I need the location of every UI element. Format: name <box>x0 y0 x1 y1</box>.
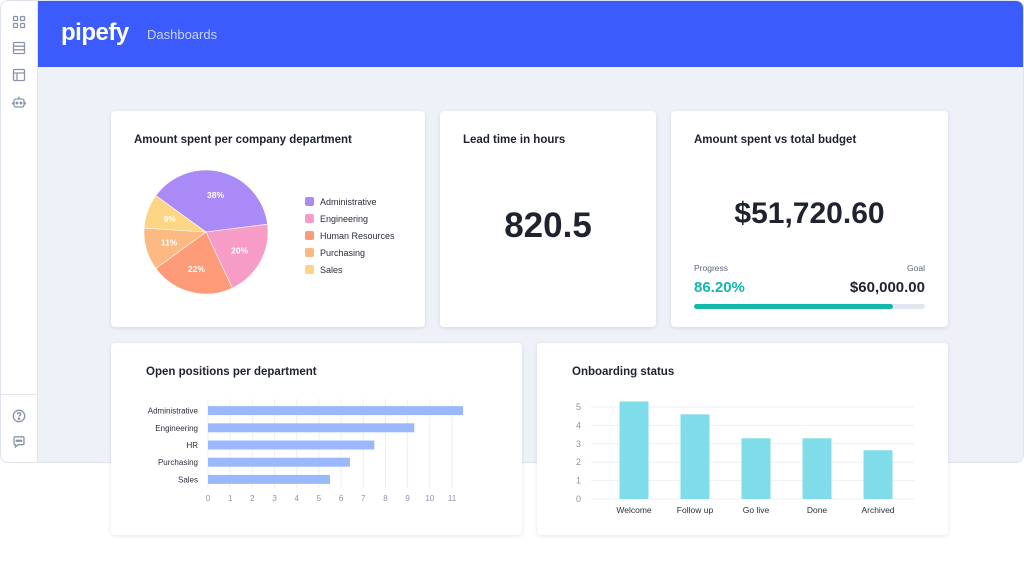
legend-item[interactable]: Engineering <box>305 210 395 227</box>
card-amount-spent-per-department: Amount spent per company department 38% 2… <box>111 111 425 327</box>
x-category-label: Go live <box>743 505 770 515</box>
bar-sales[interactable] <box>208 474 330 484</box>
legend-item[interactable]: Purchasing <box>305 244 395 261</box>
x-tick-label: 1 <box>228 494 233 503</box>
chat-icon[interactable] <box>12 435 26 449</box>
table-icon[interactable] <box>12 68 26 82</box>
card-open-positions: Open positions per department 0 1 2 3 4 5 6 7 8 9… <box>111 343 522 535</box>
pie-slice-label: 38% <box>207 190 224 200</box>
open-positions-chart: 0 1 2 3 4 5 6 7 8 9 10 11 Administrative Engineering H… <box>148 399 464 503</box>
nav-title-dashboards[interactable]: Dashboards <box>147 27 218 42</box>
y-tick-label: 0 <box>576 494 581 504</box>
bar-archived[interactable] <box>863 450 893 499</box>
goal-label: Goal <box>907 263 925 273</box>
pie-slice-sales[interactable] <box>143 195 208 233</box>
goal-value: $60,000.00 <box>849 279 925 296</box>
y-tick-label: 4 <box>576 420 581 430</box>
grid-icon[interactable] <box>12 15 26 29</box>
pie-slice-administrative[interactable] <box>155 169 268 233</box>
y-category-label: Engineering <box>155 424 198 433</box>
legend-label: Engineering <box>320 213 369 224</box>
legend-item[interactable]: Administrative <box>305 193 395 210</box>
y-category-label: Purchasing <box>158 458 198 467</box>
y-category-label: Administrative <box>148 407 199 416</box>
pie-slice-engineering[interactable] <box>205 223 269 289</box>
y-tick-label: 1 <box>576 476 581 486</box>
card-title: Onboarding status <box>572 366 675 378</box>
x-tick-label: 3 <box>272 494 277 503</box>
x-tick-label: 5 <box>317 494 322 503</box>
pie-slice-label: 9% <box>164 214 177 224</box>
bar-hr[interactable] <box>208 440 375 450</box>
legend-swatch <box>305 214 314 223</box>
legend-item[interactable]: Human Resources <box>305 227 395 244</box>
card-title: Open positions per department <box>146 366 317 378</box>
pie-slice-label: 20% <box>231 246 248 256</box>
y-category-label: HR <box>186 441 198 450</box>
bar-follow-up[interactable] <box>680 414 710 499</box>
bar-welcome[interactable] <box>619 401 649 499</box>
legend-label: Purchasing <box>320 247 366 258</box>
card-title: Amount spent per company department <box>134 134 352 146</box>
x-tick-label: 11 <box>448 494 457 503</box>
card-amount-vs-budget: Amount spent vs total budget $51,720.60 … <box>671 111 948 327</box>
pipefy-logo[interactable]: pipefy <box>61 19 129 46</box>
card-lead-time: Lead time in hours 820.5 <box>440 111 656 327</box>
bar-administrative[interactable] <box>208 406 464 416</box>
progress-value: 86.20% <box>694 279 745 296</box>
pie-slice-human-resources[interactable] <box>155 231 233 295</box>
y-tick-label: 2 <box>576 457 581 467</box>
bar-purchasing[interactable] <box>208 457 350 467</box>
bar-go-live[interactable] <box>741 438 771 499</box>
x-tick-label: 8 <box>383 494 388 503</box>
x-tick-label: 9 <box>405 494 410 503</box>
bar-engineering[interactable] <box>208 423 415 433</box>
progress-track <box>694 304 925 309</box>
pie-slice-label: 11% <box>161 238 178 248</box>
legend-swatch <box>305 248 314 257</box>
legend-item[interactable]: Sales <box>305 261 395 278</box>
bar-done[interactable] <box>802 438 832 499</box>
x-tick-label: 0 <box>206 494 211 503</box>
x-tick-label: 2 <box>250 494 255 503</box>
card-title: Lead time in hours <box>463 134 566 146</box>
onboarding-chart: 0 1 2 3 4 5 Welcome Follow up Go live Done Archive… <box>576 401 914 515</box>
x-tick-label: 4 <box>295 494 300 503</box>
sidebar-divider <box>1 394 38 395</box>
progress-label: Progress <box>694 263 729 273</box>
pie-slice-label: 22% <box>188 264 205 274</box>
list-icon[interactable] <box>12 41 26 55</box>
card-title: Amount spent vs total budget <box>694 134 857 146</box>
y-category-label: Sales <box>178 475 198 484</box>
progress-fill <box>694 304 894 309</box>
lead-time-value: 820.5 <box>504 206 592 245</box>
legend-label: Human Resources <box>320 230 395 241</box>
y-tick-label: 3 <box>576 439 581 449</box>
y-tick-label: 5 <box>576 402 581 412</box>
robot-icon[interactable] <box>12 95 26 109</box>
amount-spent-value: $51,720.60 <box>734 197 885 230</box>
x-tick-label: 7 <box>361 494 366 503</box>
top-bar: pipefy Dashboards <box>38 1 1023 67</box>
legend-swatch <box>305 265 314 274</box>
legend-label: Sales <box>320 264 343 275</box>
x-category-label: Follow up <box>677 505 714 515</box>
x-category-label: Done <box>807 505 828 515</box>
card-onboarding-status: Onboarding status 0 1 2 3 4 5 Welcome Follow up… <box>537 343 948 535</box>
x-tick-label: 10 <box>425 494 434 503</box>
legend-label: Administrative <box>320 196 377 207</box>
pie-legend: Administrative Engineering Human Resources… <box>305 193 395 278</box>
help-icon[interactable] <box>12 409 26 423</box>
x-category-label: Archived <box>861 505 894 515</box>
legend-swatch <box>305 197 314 206</box>
sidebar <box>1 1 38 462</box>
x-tick-label: 6 <box>339 494 344 503</box>
legend-swatch <box>305 231 314 240</box>
x-category-label: Welcome <box>616 505 652 515</box>
pie-chart: 38% 20% 22% 11% 9% <box>143 169 269 295</box>
